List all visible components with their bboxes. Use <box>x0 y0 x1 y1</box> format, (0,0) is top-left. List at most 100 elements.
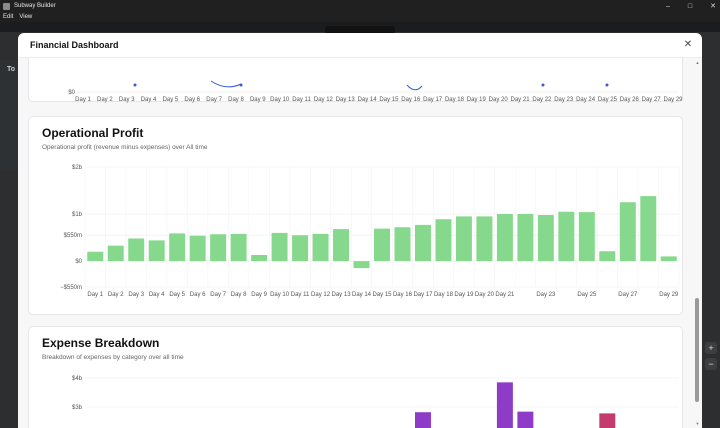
profit-x-tick: Day 3 <box>128 292 144 298</box>
profit-bar <box>578 212 595 262</box>
profit-x-tick: Day 11 <box>291 292 310 298</box>
profit-x-tick: Day 1 <box>87 292 103 298</box>
financial-dashboard-modal: Financial Dashboard ✕ $0 Day 1 Day 2 Day 3 D… <box>18 33 702 428</box>
window-titlebar: Subway Builder – □ ✕ <box>0 0 720 12</box>
profit-x-tick: Day 23 <box>536 292 556 298</box>
profit-bar <box>169 233 186 262</box>
revenue-chart-card: $0 Day 1 Day 2 Day 3 Day 4 Day 5 Day 6 Day 7 Day… <box>28 58 683 103</box>
profit-bar <box>292 235 309 262</box>
profit-bar <box>210 234 227 262</box>
profit-x-tick: Day 21 <box>495 292 515 298</box>
profit-bar <box>640 196 657 262</box>
expense-bar <box>599 413 616 428</box>
window-controls: – □ ✕ <box>666 0 716 12</box>
profit-bar <box>537 215 554 262</box>
top-chart-x-tick: Day 24 <box>576 97 596 103</box>
profit-bar <box>517 214 534 262</box>
window-title: Subway Builder <box>14 3 56 9</box>
top-chart-x-tick: Day 19 <box>467 97 487 103</box>
top-chart-x-tick: Day 17 <box>423 97 443 103</box>
profit-bar <box>414 224 431 262</box>
top-chart-x-tick: Day 6 <box>184 97 200 103</box>
top-chart-x-tick: Day 20 <box>489 97 509 103</box>
profit-x-tick: Day 7 <box>210 292 226 298</box>
profit-bar <box>271 232 288 262</box>
profit-bar <box>128 238 145 262</box>
profit-bar <box>599 251 616 262</box>
expense-breakdown-card: Expense Breakdown Breakdown of expenses … <box>28 326 683 428</box>
zoom-out-button[interactable]: − <box>705 358 717 370</box>
expense-y-tick: $3b <box>72 405 83 411</box>
window-close-icon[interactable]: ✕ <box>710 3 716 10</box>
menu-view[interactable]: View <box>19 14 33 20</box>
scrollbar[interactable]: ▲ ▼ <box>695 60 700 426</box>
profit-bar <box>374 228 390 262</box>
profit-bar <box>619 202 636 262</box>
left-panel-label: To <box>7 66 16 73</box>
profit-bar <box>455 216 472 262</box>
top-chart-x-tick: Day 13 <box>336 97 356 103</box>
profit-bar <box>251 255 268 262</box>
close-icon[interactable]: ✕ <box>683 39 693 50</box>
top-chart-x-tick: Day 10 <box>270 97 290 103</box>
profit-bar <box>496 214 513 262</box>
profit-x-tick: Day 20 <box>475 292 495 298</box>
scroll-down-icon[interactable]: ▼ <box>695 421 700 426</box>
profit-x-tick: Day 6 <box>190 292 206 298</box>
profit-bar <box>230 233 247 262</box>
profit-bar <box>476 216 493 262</box>
profit-x-tick: Day 14 <box>352 292 372 298</box>
zoom-in-button[interactable]: + <box>705 342 717 354</box>
expense-bar <box>517 411 534 428</box>
profit-y-tick: $2b <box>72 165 83 171</box>
profit-bar <box>660 256 677 262</box>
modal-header: Financial Dashboard <box>18 33 702 58</box>
expense-breakdown-chart: $4b $3b <box>72 376 679 428</box>
profit-bar <box>87 251 104 262</box>
expense-breakdown-title: Expense Breakdown <box>42 336 160 350</box>
profit-x-tick: Day 29 <box>659 292 679 298</box>
operational-profit-card: Operational Profit Operational profit (r… <box>28 116 683 315</box>
expense-bar <box>414 412 431 428</box>
top-chart-x-tick: Day 7 <box>206 97 222 103</box>
top-chart-x-tick: Day 8 <box>228 97 244 103</box>
profit-y-tick: $1b <box>72 212 83 218</box>
top-chart-x-tick: Day 3 <box>119 97 135 103</box>
menu-edit[interactable]: Edit <box>3 14 14 20</box>
dashboard-scroll-area[interactable]: $0 Day 1 Day 2 Day 3 Day 4 Day 5 Day 6 Day 7 Day… <box>18 58 702 428</box>
top-chart-x-tick: Day 21 <box>511 97 531 103</box>
profit-x-tick: Day 9 <box>251 292 267 298</box>
top-chart-x-tick: Day 5 <box>163 97 179 103</box>
maximize-icon[interactable]: □ <box>687 2 693 10</box>
profit-x-tick: Day 25 <box>577 292 597 298</box>
expense-bar <box>496 382 513 428</box>
operational-profit-subtitle: Operational profit (revenue minus expens… <box>42 144 208 151</box>
top-chart-x-tick: Day 14 <box>358 97 378 103</box>
minimize-icon[interactable]: – <box>665 2 670 10</box>
top-chart-x-tick: Day 29 <box>663 97 683 103</box>
modal-title: Financial Dashboard <box>30 40 119 50</box>
profit-bar <box>394 227 411 262</box>
scroll-up-icon[interactable]: ▲ <box>695 60 700 65</box>
profit-x-tick: Day 10 <box>270 292 290 298</box>
profit-y-tick: $0 <box>75 259 82 265</box>
profit-x-tick: Day 15 <box>372 292 392 298</box>
profit-x-tick: Day 5 <box>169 292 185 298</box>
expense-y-tick: $4b <box>72 376 83 382</box>
top-chart-y-tick: $0 <box>68 90 75 96</box>
profit-x-tick: Day 27 <box>618 292 638 298</box>
top-chart-point <box>605 83 609 87</box>
scrollbar-thumb[interactable] <box>695 298 699 402</box>
profit-bar <box>148 240 165 262</box>
top-chart-line-segment <box>210 80 242 88</box>
top-chart-point <box>541 83 545 87</box>
profit-x-tick: Day 2 <box>108 292 124 298</box>
menubar: Edit View <box>0 12 720 22</box>
profit-y-tick: −$550m <box>60 285 82 291</box>
top-chart-x-tick: Day 18 <box>445 97 465 103</box>
top-chart-x-tick: Day 16 <box>401 97 421 103</box>
left-panel <box>0 60 17 170</box>
profit-bar <box>333 229 350 262</box>
profit-bar <box>435 219 452 262</box>
